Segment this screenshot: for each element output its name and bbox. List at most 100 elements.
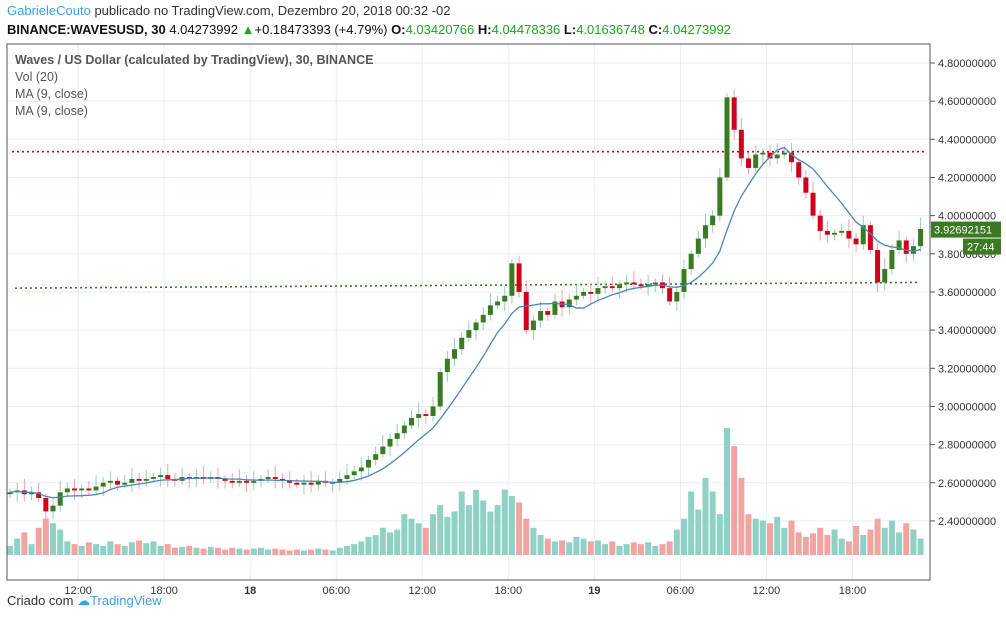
- volume-bar: [35, 527, 42, 555]
- volume-bar: [709, 491, 716, 555]
- candle-body: [115, 480, 121, 485]
- candle-body: [595, 288, 601, 294]
- volume-bar: [243, 549, 250, 555]
- candle-body: [143, 478, 149, 481]
- legend-ma-2[interactable]: MA (9, close): [15, 104, 88, 118]
- volume-bar: [279, 549, 286, 555]
- candle-body: [530, 320, 536, 331]
- low-value: 4.01636748: [576, 22, 645, 37]
- candle-body: [903, 240, 909, 254]
- tradingview-link[interactable]: TradingView: [90, 593, 162, 608]
- volume-bar: [57, 529, 64, 555]
- candle-body: [301, 482, 307, 485]
- volume-bar: [71, 544, 78, 555]
- volume-bar: [752, 518, 759, 555]
- volume-bar: [767, 523, 774, 555]
- volume-bar: [300, 550, 307, 555]
- volume-bar: [888, 520, 895, 555]
- volume-bar: [544, 538, 551, 555]
- publish-info: GabrieleCouto publicado no TradingView.c…: [7, 3, 451, 18]
- volume-bar: [422, 527, 429, 555]
- legend-ma-1[interactable]: MA (9, close): [15, 87, 88, 101]
- volume-bar: [473, 489, 480, 555]
- volume-bar: [652, 545, 659, 555]
- volume-bar: [781, 527, 788, 555]
- volume-bar: [150, 541, 157, 555]
- candle-body: [373, 454, 379, 460]
- volume-bar: [530, 527, 537, 555]
- candle-body: [602, 286, 608, 289]
- current-price-badge: [931, 221, 1001, 238]
- volume-bar: [408, 518, 415, 555]
- volume-bar: [738, 477, 745, 555]
- volume-bar: [93, 544, 100, 555]
- volume-bar: [100, 545, 107, 555]
- volume-bar: [343, 545, 350, 555]
- volume-bar: [136, 540, 143, 555]
- time-axis-label: 18: [244, 585, 256, 597]
- time-axis-label: 06:00: [667, 585, 695, 597]
- candle-body: [330, 482, 336, 484]
- volume-bar: [458, 491, 465, 555]
- volume-bar: [28, 544, 35, 555]
- time-axis-label: 18:00: [495, 585, 523, 597]
- candle-body: [72, 488, 78, 491]
- volume-bar: [817, 527, 824, 555]
- low-label: L:: [563, 22, 577, 37]
- volume-bar: [480, 500, 487, 555]
- candle-body: [236, 480, 242, 483]
- volume-bar: [222, 549, 229, 555]
- candle-body: [158, 475, 164, 478]
- time-axis-label: 12:00: [753, 585, 781, 597]
- volume-bar: [164, 544, 171, 555]
- last-price: 4.04273992: [169, 22, 238, 37]
- volume-bar: [394, 529, 401, 555]
- candle-body: [79, 488, 85, 491]
- chart-frame: [6, 43, 931, 581]
- candle-body: [767, 152, 773, 159]
- volume-bar: [78, 545, 85, 555]
- candle-body: [452, 349, 458, 359]
- candle-body: [803, 177, 809, 193]
- candle-body: [846, 230, 852, 239]
- legend-volume[interactable]: Vol (20): [15, 70, 59, 84]
- volume-bar: [559, 540, 566, 555]
- candle-body: [394, 433, 400, 439]
- countdown-badge: [963, 238, 1001, 255]
- volume-bar: [85, 542, 92, 555]
- candle-body: [36, 492, 42, 499]
- candle-body: [573, 295, 579, 300]
- time-axis-label: 18:00: [839, 585, 867, 597]
- volume-bar: [580, 538, 587, 555]
- candle-body: [358, 467, 364, 472]
- candle-body: [710, 215, 716, 226]
- candle-body: [638, 284, 644, 287]
- candle-body: [315, 480, 321, 485]
- volume-bar: [107, 541, 114, 555]
- volume-bar: [874, 518, 881, 555]
- candle-body: [7, 492, 13, 495]
- candle-body: [430, 406, 436, 416]
- volume-bar: [838, 538, 845, 555]
- volume-bar: [745, 514, 752, 555]
- candle-body: [86, 488, 92, 491]
- volume-bar: [351, 544, 358, 555]
- volume-bar: [186, 545, 193, 555]
- candle-body: [380, 446, 386, 455]
- author-link[interactable]: GabrieleCouto: [7, 3, 91, 18]
- footer: Criado com ☁TradingView: [7, 593, 162, 609]
- volume-bar: [695, 509, 702, 555]
- candle-body: [753, 154, 759, 168]
- volume-bar: [64, 541, 71, 555]
- candle-body: [817, 215, 823, 231]
- volume-bar: [494, 505, 501, 555]
- time-axis-label: 12:00: [409, 585, 437, 597]
- candle-body: [287, 480, 293, 483]
- volume-bar: [910, 529, 917, 555]
- price-change: +0.18473393 (+4.79%): [254, 22, 388, 37]
- volume-bar: [867, 529, 874, 555]
- candle-body: [294, 482, 300, 485]
- volume-bar: [645, 542, 652, 555]
- volume-bar: [293, 549, 300, 555]
